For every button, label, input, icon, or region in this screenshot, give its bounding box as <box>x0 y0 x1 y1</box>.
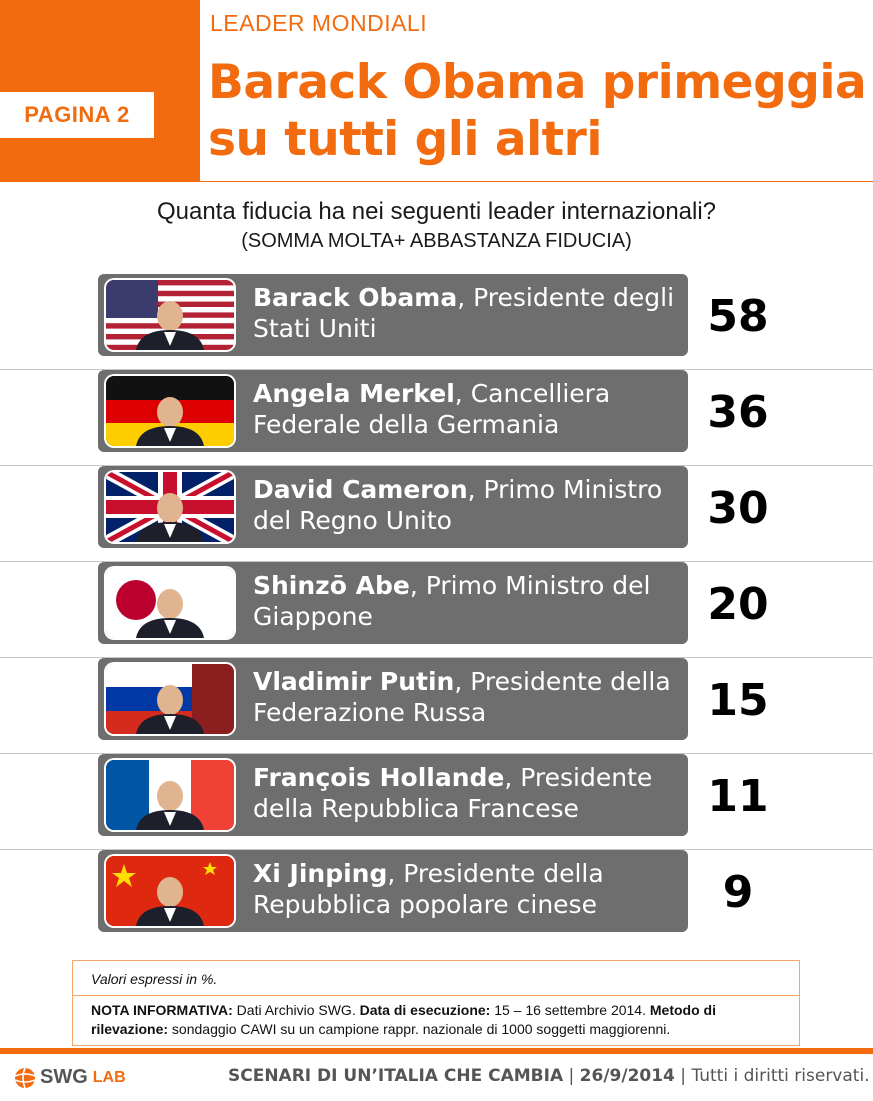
page-title: Barack Obama primeggia su tutti gli altr… <box>208 54 868 168</box>
row-divider <box>0 657 873 658</box>
leader-label: Vladimir Putin, Presidente della Federaz… <box>253 666 683 728</box>
row-divider <box>0 753 873 754</box>
leader-label: François Hollande, Presidente della Repu… <box>253 762 683 824</box>
page-badge: PAGINA 2 <box>0 92 154 138</box>
china-flag-portrait-icon <box>106 856 234 926</box>
footer-title: SCENARI DI UN’ITALIA CHE CAMBIA <box>228 1066 564 1086</box>
title-line-1: Barack Obama primeggia <box>208 55 867 110</box>
footer-credits: SCENARI DI UN’ITALIA CHE CAMBIA | 26/9/2… <box>228 1066 870 1086</box>
leader-label: Barack Obama, Presidente degli Stati Uni… <box>253 282 683 344</box>
survey-subquestion: (SOMMA MOLTA+ ABBASTANZA FIDUCIA) <box>241 230 632 252</box>
data-text: 15 – 16 settembre 2014. <box>490 1002 650 1018</box>
leader-name: Angela Merkel <box>253 379 455 408</box>
france-flag-portrait-icon <box>106 760 234 830</box>
swg-lab-logo: SWG LAB <box>14 1066 126 1089</box>
trust-value: 30 <box>707 483 769 534</box>
survey-question: Quanta fiducia ha nei seguenti leader in… <box>156 198 717 225</box>
leader-row: Shinzō Abe, Primo Ministro del Giappone 2… <box>0 562 873 658</box>
brand-suffix: LAB <box>92 1068 126 1086</box>
footer-sep-1: | <box>563 1066 580 1086</box>
brand-name: SWG <box>40 1066 88 1088</box>
leader-row: Barack Obama, Presidente degli Stati Uni… <box>0 274 873 370</box>
leader-name: Xi Jinping <box>253 859 388 888</box>
swg-ball-icon <box>14 1067 36 1088</box>
leader-role: , Presidente della Repubblica Francese <box>253 763 653 823</box>
methodology-note: NOTA INFORMATIVA: Dati Archivio SWG. Dat… <box>91 1001 781 1039</box>
leader-label: David Cameron, Primo Ministro del Regno … <box>253 474 683 536</box>
leader-role: , Presidente della Federazione Russa <box>253 667 671 727</box>
leader-row: François Hollande, Presidente della Repu… <box>0 754 873 850</box>
leader-row: Vladimir Putin, Presidente della Federaz… <box>0 658 873 754</box>
uk-flag-portrait-icon <box>106 472 234 542</box>
leader-card: Angela Merkel, Cancelliera Federale dell… <box>98 370 688 452</box>
nota-label: NOTA INFORMATIVA: <box>91 1002 233 1018</box>
notes-divider <box>73 995 799 996</box>
leader-role: , Presidente della Repubblica popolare c… <box>253 859 604 919</box>
leader-row: David Cameron, Primo Ministro del Regno … <box>0 466 873 562</box>
row-divider <box>0 369 873 370</box>
trust-value: 58 <box>707 291 769 342</box>
footer-date: 26/9/2014 <box>579 1066 675 1086</box>
trust-value: 11 <box>707 771 769 822</box>
usa-flag-portrait-icon <box>106 280 234 350</box>
leader-label: Xi Jinping, Presidente della Repubblica … <box>253 858 683 920</box>
leader-card: Shinzō Abe, Primo Ministro del Giappone <box>98 562 688 644</box>
leader-name: François Hollande <box>253 763 505 792</box>
metodo-text: sondaggio CAWI su un campione rappr. naz… <box>168 1021 671 1037</box>
data-label: Data di esecuzione: <box>359 1002 491 1018</box>
leader-label: Shinzō Abe, Primo Ministro del Giappone <box>253 570 683 632</box>
russia-flag-portrait-icon <box>106 664 234 734</box>
leader-card: David Cameron, Primo Ministro del Regno … <box>98 466 688 548</box>
leader-card: Vladimir Putin, Presidente della Federaz… <box>98 658 688 740</box>
row-divider <box>0 561 873 562</box>
leader-role: , Cancelliera Federale della Germania <box>253 379 611 439</box>
trust-value: 36 <box>707 387 769 438</box>
leader-row: Xi Jinping, Presidente della Repubblica … <box>0 850 873 946</box>
units-note: Valori espressi in %. <box>91 971 218 987</box>
germany-flag-portrait-icon <box>106 376 234 446</box>
leader-role: , Presidente degli Stati Uniti <box>253 283 675 343</box>
footer-bar <box>0 1048 873 1054</box>
leader-name: Vladimir Putin <box>253 667 455 696</box>
footer-rights: Tutti i diritti riservati. <box>691 1066 870 1086</box>
title-line-2: su tutti gli altri <box>208 112 602 167</box>
leader-role: , Primo Ministro del Giappone <box>253 571 651 631</box>
leader-name: Shinzō Abe <box>253 571 410 600</box>
leader-row: Angela Merkel, Cancelliera Federale dell… <box>0 370 873 466</box>
leader-name: David Cameron <box>253 475 468 504</box>
trust-value: 9 <box>722 867 754 918</box>
header-divider <box>200 181 873 182</box>
leader-label: Angela Merkel, Cancelliera Federale dell… <box>253 378 683 440</box>
leader-name: Barack Obama <box>253 283 458 312</box>
metodo-label: Metodo di rilevazione: <box>91 1002 716 1037</box>
row-divider <box>0 849 873 850</box>
leader-card: François Hollande, Presidente della Repu… <box>98 754 688 836</box>
leader-card: Xi Jinping, Presidente della Repubblica … <box>98 850 688 932</box>
trust-value: 15 <box>707 675 769 726</box>
section-kicker: LEADER MONDIALI <box>210 10 428 36</box>
footer-sep-2: | <box>674 1066 692 1086</box>
row-divider <box>0 465 873 466</box>
notes-box: Valori espressi in %. NOTA INFORMATIVA: … <box>72 960 800 1046</box>
leader-role: , Primo Ministro del Regno Unito <box>253 475 663 535</box>
japan-flag-portrait-icon <box>106 568 234 638</box>
nota-text: Dati Archivio SWG. <box>232 1002 360 1018</box>
leader-card: Barack Obama, Presidente degli Stati Uni… <box>98 274 688 356</box>
header-orange-block <box>0 0 200 182</box>
trust-value: 20 <box>707 579 769 630</box>
